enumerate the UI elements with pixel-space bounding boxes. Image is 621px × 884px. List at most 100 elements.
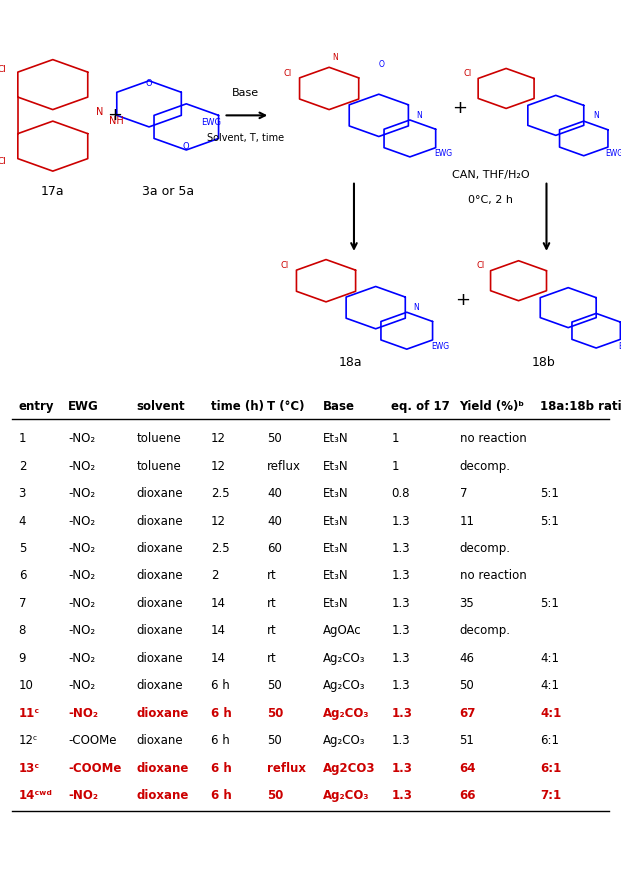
Text: 2.5: 2.5: [211, 542, 230, 555]
Text: dioxane: dioxane: [137, 514, 183, 528]
Text: Ag₂CO₃: Ag₂CO₃: [323, 652, 365, 665]
Text: 51: 51: [460, 735, 474, 747]
Text: time (h): time (h): [211, 400, 264, 413]
Text: 1.3: 1.3: [391, 707, 412, 720]
Text: Cl: Cl: [284, 69, 292, 78]
Text: O: O: [183, 142, 189, 151]
Text: dioxane: dioxane: [137, 707, 189, 720]
Text: no reaction: no reaction: [460, 569, 526, 583]
Text: 2: 2: [211, 569, 219, 583]
Text: EWG: EWG: [618, 341, 621, 351]
Text: 6 h: 6 h: [211, 762, 232, 774]
Text: 1.3: 1.3: [391, 789, 412, 802]
Text: 2.5: 2.5: [211, 487, 230, 500]
Text: Cl: Cl: [464, 69, 472, 78]
Text: +: +: [107, 106, 122, 125]
Text: 0°C, 2 h: 0°C, 2 h: [468, 195, 513, 205]
Text: EWG: EWG: [435, 149, 453, 158]
Text: dioxane: dioxane: [137, 569, 183, 583]
Text: decomp.: decomp.: [460, 624, 510, 637]
Text: 64: 64: [460, 762, 476, 774]
Text: dioxane: dioxane: [137, 762, 189, 774]
Text: 8: 8: [19, 624, 26, 637]
Text: rt: rt: [267, 652, 277, 665]
Text: 50: 50: [267, 789, 283, 802]
Text: 12: 12: [211, 514, 226, 528]
Text: +: +: [455, 291, 470, 309]
Text: 6 h: 6 h: [211, 789, 232, 802]
Text: NH: NH: [109, 116, 124, 126]
Text: entry: entry: [19, 400, 54, 413]
Text: no reaction: no reaction: [460, 432, 526, 446]
Text: -COOMe: -COOMe: [68, 762, 122, 774]
Text: 0.8: 0.8: [391, 487, 410, 500]
Text: 14: 14: [211, 652, 226, 665]
Text: 5:1: 5:1: [540, 597, 559, 610]
Text: toluene: toluene: [137, 460, 181, 473]
Text: -NO₂: -NO₂: [68, 460, 96, 473]
Text: 4: 4: [19, 514, 26, 528]
Text: 7: 7: [460, 487, 467, 500]
Text: AgOAc: AgOAc: [323, 624, 361, 637]
Text: 46: 46: [460, 652, 474, 665]
Text: 11: 11: [460, 514, 474, 528]
Text: 1.3: 1.3: [391, 624, 410, 637]
Text: 5:1: 5:1: [540, 514, 559, 528]
Text: 12ᶜ: 12ᶜ: [19, 735, 38, 747]
Text: Ag2CO3: Ag2CO3: [323, 762, 376, 774]
Text: 50: 50: [267, 707, 283, 720]
Text: -NO₂: -NO₂: [68, 597, 96, 610]
Text: 5:1: 5:1: [540, 487, 559, 500]
Text: 6 h: 6 h: [211, 707, 232, 720]
Text: 3a or 5a: 3a or 5a: [142, 185, 194, 198]
Text: 17a: 17a: [41, 185, 65, 198]
Text: dioxane: dioxane: [137, 487, 183, 500]
Text: 18b: 18b: [532, 356, 555, 370]
Text: 1.3: 1.3: [391, 514, 410, 528]
Text: -COOMe: -COOMe: [68, 735, 117, 747]
Text: Et₃N: Et₃N: [323, 597, 348, 610]
Text: dioxane: dioxane: [137, 735, 183, 747]
Text: Base: Base: [323, 400, 355, 413]
Text: EWG: EWG: [68, 400, 99, 413]
Text: 1: 1: [391, 460, 399, 473]
Text: 6 h: 6 h: [211, 679, 230, 692]
Text: toluene: toluene: [137, 432, 181, 446]
Text: Et₃N: Et₃N: [323, 460, 348, 473]
Text: Ag₂CO₃: Ag₂CO₃: [323, 679, 365, 692]
Text: 60: 60: [267, 542, 282, 555]
Text: dioxane: dioxane: [137, 652, 183, 665]
Text: dioxane: dioxane: [137, 597, 183, 610]
Text: dioxane: dioxane: [137, 679, 183, 692]
Text: 6:1: 6:1: [540, 735, 560, 747]
Text: Cl: Cl: [476, 261, 484, 270]
Text: 1.3: 1.3: [391, 542, 410, 555]
Text: eq. of 17: eq. of 17: [391, 400, 450, 413]
Text: rt: rt: [267, 597, 277, 610]
Text: Et₃N: Et₃N: [323, 487, 348, 500]
Text: -NO₂: -NO₂: [68, 514, 96, 528]
Text: 11ᶜ: 11ᶜ: [19, 707, 40, 720]
Text: solvent: solvent: [137, 400, 185, 413]
Text: Cl: Cl: [0, 156, 6, 165]
Text: decomp.: decomp.: [460, 460, 510, 473]
Text: 12: 12: [211, 432, 226, 446]
Text: N: N: [593, 110, 599, 120]
Text: -NO₂: -NO₂: [68, 569, 96, 583]
Text: decomp.: decomp.: [460, 542, 510, 555]
Text: CAN, THF/H₂O: CAN, THF/H₂O: [452, 170, 529, 180]
Text: reflux: reflux: [267, 762, 306, 774]
Text: 67: 67: [460, 707, 476, 720]
Text: 6:1: 6:1: [540, 762, 561, 774]
Text: 1.3: 1.3: [391, 597, 410, 610]
Text: Cl: Cl: [0, 65, 6, 74]
Text: 50: 50: [267, 679, 282, 692]
Text: 7: 7: [19, 597, 26, 610]
Text: 40: 40: [267, 487, 282, 500]
Text: -NO₂: -NO₂: [68, 487, 96, 500]
Text: 10: 10: [19, 679, 34, 692]
Text: -NO₂: -NO₂: [68, 679, 96, 692]
Text: 13ᶜ: 13ᶜ: [19, 762, 40, 774]
Text: dioxane: dioxane: [137, 789, 189, 802]
Text: O: O: [379, 60, 384, 69]
